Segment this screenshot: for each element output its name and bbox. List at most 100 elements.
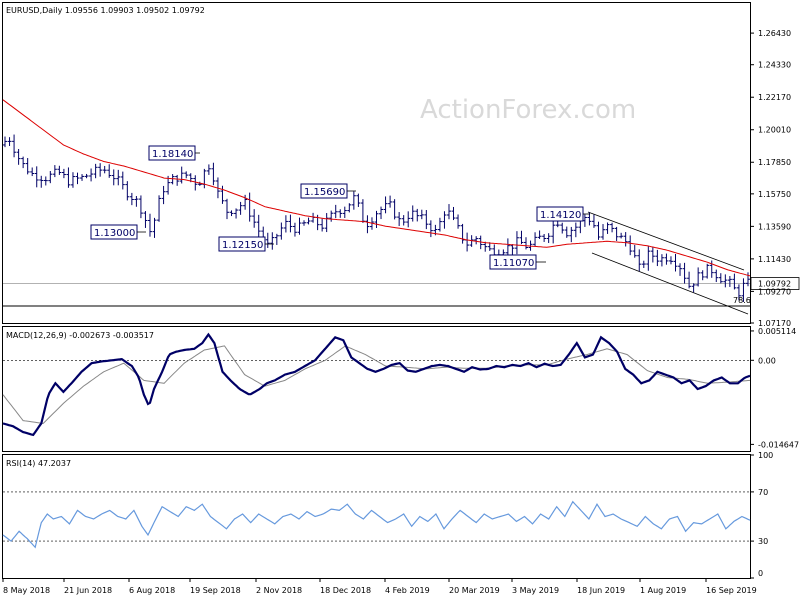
ohlc-bar [446,204,451,220]
ohlc-bar [451,206,456,221]
rsi-tick-label: 100 [758,451,773,460]
ohlc-bar [659,254,664,267]
ohlc-bar [161,185,166,205]
macd-signal-line [2,345,751,424]
ohlc-bar [342,206,347,218]
ohlc-bar [401,215,406,226]
macd-tick-label: 0.00 [758,356,776,365]
ohlc-bar [157,195,162,222]
ohlc-bar [596,221,601,240]
x-tick-label: 6 Aug 2018 [129,586,175,595]
ohlc-bar [678,263,683,276]
x-tick-label: 3 May 2019 [512,586,559,595]
ohlc-bar [551,220,556,244]
ohlc-bar [460,223,465,244]
ohlc-bar [741,278,746,302]
ohlc-bar [623,232,628,247]
ohlc-bar [61,168,66,179]
ohlc-bar [732,273,737,290]
ohlc-bar [519,230,524,245]
ohlc-bar [21,156,26,169]
ohlc-bar [569,226,574,243]
ohlc-bar [632,244,637,258]
price-annotation-box: 1.12150 [218,236,274,252]
ohlc-bar [7,137,12,146]
ohlc-bar [197,181,202,186]
rsi-tick-label: 30 [758,537,768,546]
ohlc-bar [116,169,121,186]
price-tick-label: 1.13590 [758,222,791,231]
ohlc-bar [682,262,687,284]
ohlc-bar [383,196,388,214]
ohlc-bar [25,158,30,175]
x-tick-label: 20 Mar 2019 [449,586,500,595]
ohlc-bar [324,213,329,233]
ohlc-bar [723,274,728,288]
rsi-lines [2,491,751,549]
ohlc-bar [84,173,89,179]
ohlc-bar [542,234,547,242]
ohlc-bar [555,221,560,228]
ohlc-bar [229,210,234,217]
ohlc-bar [428,220,433,238]
ohlc-bar [533,232,538,247]
price-tick-label: 1.24330 [758,61,791,70]
ohlc-bar [184,171,189,179]
ohlc-bar [93,163,98,179]
ohlc-bar [179,166,184,184]
price-tick-label: 1.11430 [758,255,791,264]
ohlc-bar [646,245,651,271]
ohlc-bar [211,162,216,186]
ohlc-bar [206,164,211,175]
price-annotation-label: 1.14120 [540,210,581,221]
rsi-tick-label: 0 [758,569,763,578]
macd-panel-frame [2,326,751,452]
x-tick-label: 1 Aug 2019 [640,586,686,595]
ohlc-bar [745,272,750,287]
ohlc-bar [283,215,288,233]
ohlc-bar [406,211,411,228]
ohlc-bar [66,167,71,188]
ohlc-bar [605,222,610,234]
ohlc-bar [347,203,352,213]
ohlc-bar [419,209,424,220]
x-axis: 8 May 2018 21 Jun 2018 6 Aug 2018 19 Sep 20… [2,578,757,595]
price-tick-label: 1.20010 [758,126,791,135]
ohlc-bar [57,165,62,175]
last-price-box [750,277,800,290]
ohlc-bar [234,208,239,219]
ohlc-bar [238,201,243,215]
x-tick-label: 4 Feb 2019 [385,586,430,595]
x-tick-label: 18 Jun 2019 [577,586,625,595]
ohlc-bar [351,191,356,210]
x-tick-label: 16 Sep 2019 [706,586,757,595]
ohlc-bar [302,220,307,226]
ohlc-bar [668,256,673,265]
ohlc-bar [546,233,551,243]
ohlc-bar [537,230,542,239]
x-tick-label: 19 Sep 2018 [190,586,241,595]
ohlc-bar [297,217,302,235]
ohlc-bar [193,175,198,191]
price-annotation-label: 1.18140 [152,149,193,160]
ohlc-bar [3,136,8,148]
channel-lower-line [591,252,749,315]
macd-tick-label: 0.005114 [758,327,796,336]
ohlc-bar [637,249,642,272]
rsi-panel-header: RSI(14) 47.2037 [6,459,71,468]
price-tick-label: 1.09792 [758,280,791,289]
macd-panel-header: MACD(12,26,9) -0.002673 -0.003517 [6,331,154,340]
channel-upper-line [587,211,745,271]
ohlc-bar [442,211,447,229]
watermark: ActionForex.com [420,95,636,125]
ohlc-bar [43,176,48,186]
ohlc-bar [487,242,492,251]
price-annotation-label: 1.15690 [304,187,345,198]
ohlc-bar [696,267,701,287]
ohlc-bar [664,253,669,265]
ohlc-bar [16,148,21,165]
ohlc-bar [564,226,569,238]
ohlc-bar [483,241,488,252]
price-tick-label: 1.07170 [758,319,791,328]
ohlc-bar [587,212,592,226]
